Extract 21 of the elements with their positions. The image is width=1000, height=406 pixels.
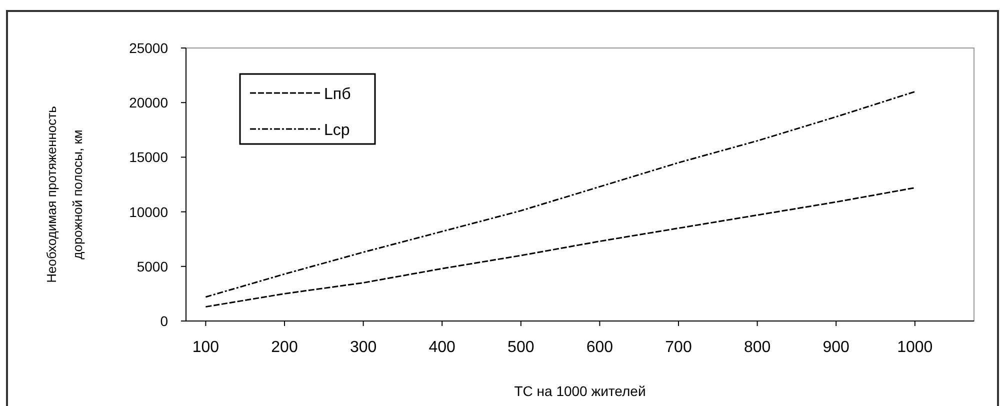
y-tick-label: 20000 (129, 94, 168, 111)
x-tick-label: 800 (744, 339, 771, 356)
x-tick-label: 700 (665, 339, 692, 356)
y-tick-label: 15000 (129, 149, 168, 166)
line-series (204, 187, 916, 308)
legend-label: Lср (324, 122, 350, 139)
x-tick-label: 400 (428, 339, 456, 356)
y-tick-label: 5000 (136, 258, 168, 274)
legend-label: Lпб (324, 86, 351, 103)
x-tick-label: 100 (192, 339, 220, 356)
x-axis-title: ТС на 1000 жителей (514, 383, 646, 399)
x-tick-label: 1000 (897, 339, 933, 356)
y-tick-label: 25000 (129, 40, 168, 56)
x-tick-label: 500 (508, 339, 534, 356)
y-axis-title: Необходимая протяженность дорожной полосы, км (44, 106, 85, 283)
y-tick-label: 0 (160, 313, 168, 329)
x-tick-label: 200 (271, 339, 298, 356)
x-tick-label: 600 (586, 339, 614, 356)
x-tick-label: 900 (822, 339, 850, 356)
x-tick-label: 300 (350, 339, 377, 356)
y-tick-label: 10000 (129, 204, 168, 220)
